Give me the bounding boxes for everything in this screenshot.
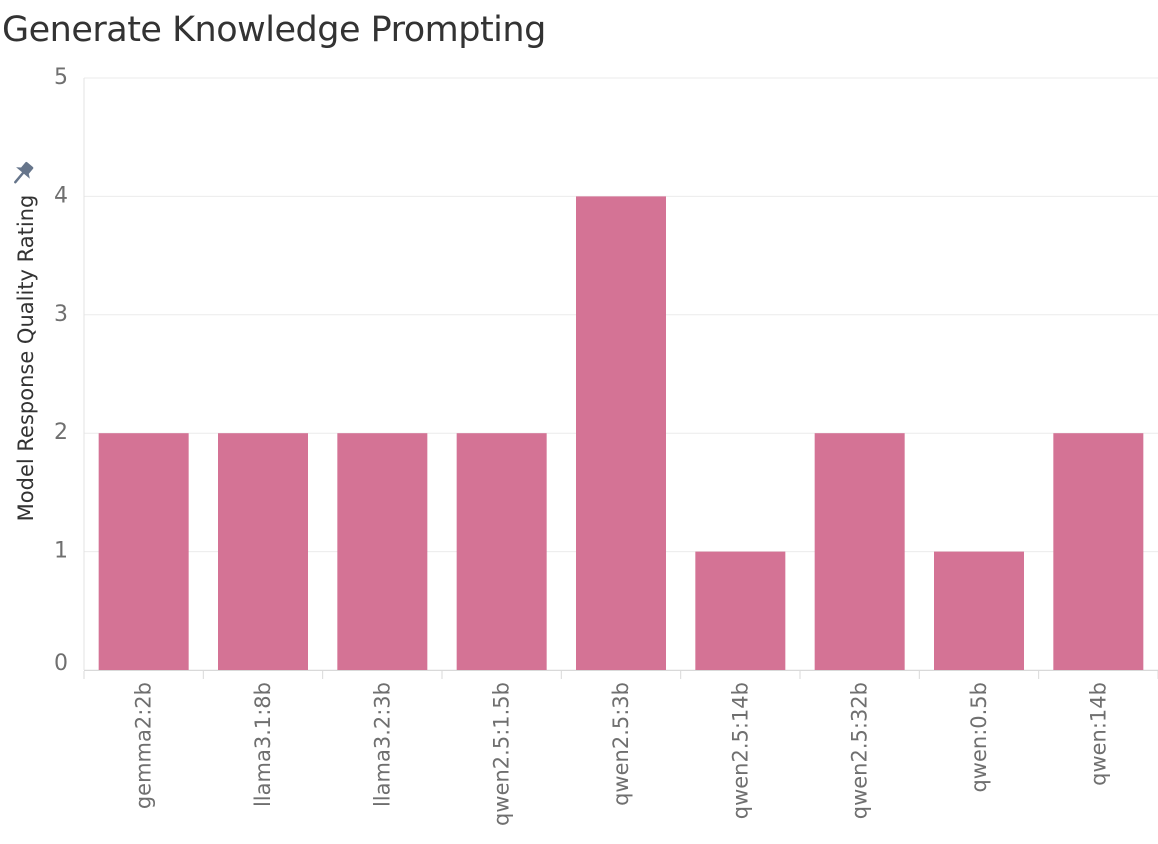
x-tick-label: qwen:14b	[1086, 682, 1110, 786]
x-tick-label: qwen2.5:3b	[609, 682, 633, 806]
x-tick-label: llama3.1:8b	[251, 682, 275, 807]
bar-qwen2.5:14b	[695, 551, 786, 670]
y-tick-label: 1	[54, 539, 68, 564]
x-tick-label: qwen2.5:1.5b	[490, 682, 514, 826]
y-tick-label: 4	[54, 183, 68, 208]
x-tick-label: qwen:0.5b	[967, 682, 991, 793]
chart-title: Generate Knowledge Prompting	[2, 10, 546, 50]
bar-qwen:14b	[1053, 433, 1144, 670]
pin-icon[interactable]	[8, 158, 38, 188]
x-tick-label: qwen2.5:32b	[848, 682, 872, 819]
x-tick-label: qwen2.5:14b	[728, 682, 752, 819]
y-tick-label: 2	[54, 420, 68, 445]
y-tick-label: 0	[54, 651, 68, 676]
y-tick-label: 5	[54, 65, 68, 90]
y-tick-label: 3	[54, 302, 68, 327]
bar-qwen:0.5b	[934, 551, 1024, 670]
bar-llama3.1:8b	[218, 433, 308, 670]
bar-qwen2.5:1.5b	[456, 433, 547, 670]
bar-llama3.2:3b	[337, 433, 428, 670]
bar-qwen2.5:32b	[814, 433, 905, 670]
bar-gemma2:2b	[98, 433, 189, 670]
bar-qwen2.5:3b	[576, 196, 666, 670]
x-tick-label: gemma2:2b	[132, 682, 156, 809]
x-tick-label: llama3.2:3b	[370, 682, 394, 807]
